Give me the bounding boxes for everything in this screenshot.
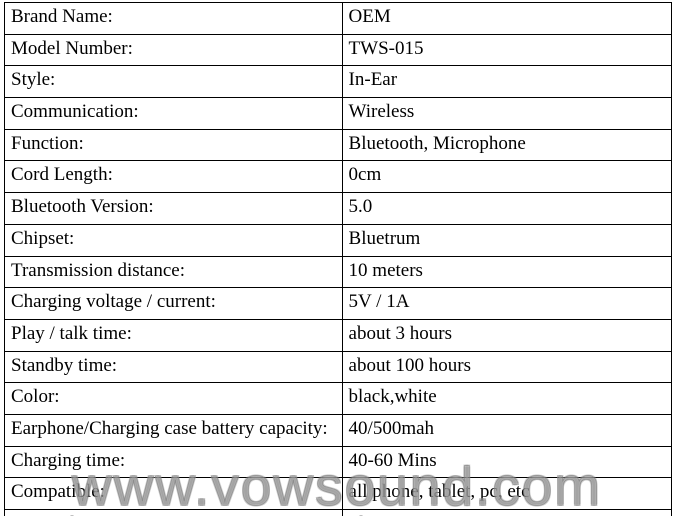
spec-value: 5V / 1A [342,288,671,320]
spec-value: In-Ear [342,66,671,98]
spec-value: Wireless [342,98,671,130]
table-row: Cord Length:0cm [5,161,672,193]
table-row: Earphone/Charging case battery capacity:… [5,414,672,446]
spec-label: Cord Length: [5,161,343,193]
spec-label: Model Number: [5,34,343,66]
spec-label: Material: [5,510,343,516]
table-row: Play / talk time:about 3 hours [5,319,672,351]
spec-label: Standby time: [5,351,343,383]
table-row: Compatible:all phone, tablet, pc, etc [5,478,672,510]
table-row: Model Number:TWS-015 [5,34,672,66]
spec-label: Function: [5,129,343,161]
spec-value: black,white [342,383,671,415]
spec-value: 40/500mah [342,414,671,446]
spec-label: Play / talk time: [5,319,343,351]
spec-label: Earphone/Charging case battery capacity: [5,414,343,446]
spec-label: Communication: [5,98,343,130]
spec-value: all phone, tablet, pc, etc [342,478,671,510]
spec-value: about 3 hours [342,319,671,351]
product-spec-table: Brand Name:OEM Model Number:TWS-015 Styl… [4,2,672,516]
spec-value: Plastic [342,510,671,516]
spec-table-body: Brand Name:OEM Model Number:TWS-015 Styl… [5,3,672,516]
spec-label: Style: [5,66,343,98]
table-row: Charging time:40-60 Mins [5,446,672,478]
spec-label: Charging time: [5,446,343,478]
spec-label: Color: [5,383,343,415]
spec-value: about 100 hours [342,351,671,383]
spec-value: 40-60 Mins [342,446,671,478]
spec-value: 0cm [342,161,671,193]
spec-value: TWS-015 [342,34,671,66]
table-row: Color:black,white [5,383,672,415]
spec-value: Bluetrum [342,224,671,256]
table-row: Charging voltage / current:5V / 1A [5,288,672,320]
table-row: Chipset:Bluetrum [5,224,672,256]
spec-value: 5.0 [342,193,671,225]
table-row: Style:In-Ear [5,66,672,98]
spec-label: Compatible: [5,478,343,510]
spec-value: 10 meters [342,256,671,288]
table-row: Brand Name:OEM [5,3,672,35]
spec-label: Charging voltage / current: [5,288,343,320]
table-row: Communication:Wireless [5,98,672,130]
spec-label: Chipset: [5,224,343,256]
spec-label: Bluetooth Version: [5,193,343,225]
spec-value: Bluetooth, Microphone [342,129,671,161]
spec-value: OEM [342,3,671,35]
spec-label: Transmission distance: [5,256,343,288]
table-row: Bluetooth Version:5.0 [5,193,672,225]
table-row: Transmission distance:10 meters [5,256,672,288]
table-row: Standby time:about 100 hours [5,351,672,383]
table-row: Material:Plastic [5,510,672,516]
table-row: Function:Bluetooth, Microphone [5,129,672,161]
spec-label: Brand Name: [5,3,343,35]
